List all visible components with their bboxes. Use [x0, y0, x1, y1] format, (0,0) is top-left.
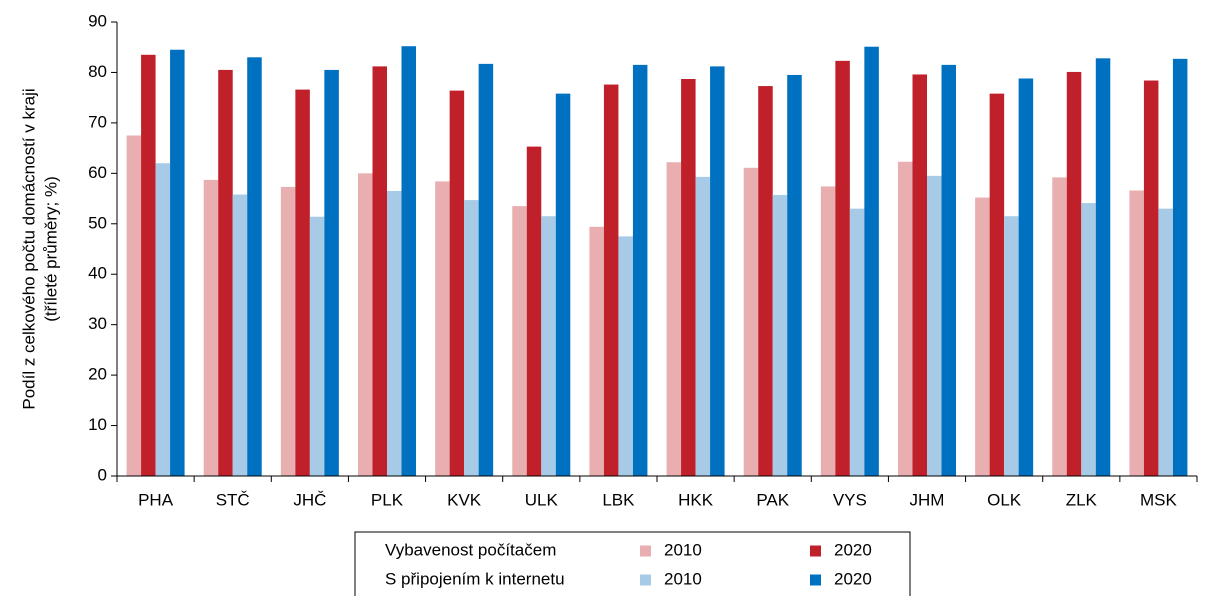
- legend-row-label: Vybavenost počítačem: [385, 540, 556, 559]
- x-tick-label: MSK: [1140, 490, 1178, 509]
- y-tick-label: 0: [98, 465, 107, 484]
- y-tick-label: 30: [88, 314, 107, 333]
- legend-swatch: [640, 545, 651, 557]
- legend-label: 2010: [664, 569, 702, 588]
- x-tick-label: OLK: [987, 490, 1022, 509]
- bar: [280, 186, 296, 476]
- bar: [555, 93, 571, 477]
- legend-label: 2020: [834, 540, 872, 559]
- bar: [1172, 58, 1188, 477]
- bar: [1158, 208, 1173, 476]
- y-tick-label: 50: [88, 213, 107, 232]
- bar: [387, 190, 402, 476]
- bar: [710, 66, 725, 476]
- x-tick-label: LBK: [602, 490, 635, 509]
- y-tick-label: 80: [88, 62, 107, 81]
- bar: [295, 89, 310, 477]
- bar: [309, 216, 325, 476]
- bar: [1143, 80, 1159, 476]
- bar: [1095, 58, 1111, 476]
- bar: [589, 226, 604, 476]
- legend-label: 2010: [664, 540, 702, 559]
- bar: [632, 64, 648, 476]
- bar: [603, 84, 619, 476]
- legend-swatch: [810, 545, 821, 557]
- y-tick-label: 40: [88, 264, 107, 283]
- bar: [203, 179, 219, 476]
- bar: [512, 206, 527, 476]
- bar: [155, 163, 171, 476]
- bar: [141, 54, 156, 477]
- bar: [372, 66, 387, 476]
- bar: [478, 63, 494, 476]
- bar: [449, 90, 465, 477]
- bar: [864, 46, 879, 477]
- legend-swatch: [810, 574, 821, 586]
- x-tick-label: ULK: [525, 490, 559, 509]
- bar: [941, 64, 956, 476]
- bar: [464, 200, 479, 476]
- bar: [1004, 216, 1019, 476]
- bar: [324, 69, 339, 476]
- bar: [1018, 78, 1034, 477]
- bar: [1066, 71, 1082, 476]
- bar: [1129, 190, 1144, 477]
- legend-label: 2020: [834, 569, 872, 588]
- x-tick-label: PHA: [138, 490, 174, 509]
- x-tick-label: JHM: [910, 490, 945, 509]
- bar: [787, 74, 802, 476]
- bar: [989, 93, 1005, 477]
- bar: [541, 216, 556, 476]
- bar: [820, 186, 836, 476]
- bar: [247, 57, 262, 477]
- bar: [170, 49, 185, 476]
- bar: [898, 161, 913, 476]
- bar: [927, 175, 942, 476]
- bar: [401, 46, 416, 477]
- x-tick-label: STČ: [216, 490, 250, 509]
- y-axis-label-line: Podíl z celkového počtu domácností v kra…: [19, 88, 38, 409]
- bar: [126, 135, 142, 476]
- x-tick-label: VYS: [833, 490, 867, 509]
- y-tick-label: 20: [88, 365, 107, 384]
- legend-swatch: [640, 574, 651, 586]
- y-axis-label-line: (tříleté průměry; %): [41, 176, 60, 321]
- legend-row-label: S připojením k internetu: [385, 569, 565, 588]
- bar: [666, 162, 682, 477]
- bar: [835, 60, 850, 476]
- x-tick-label: HKK: [678, 490, 714, 509]
- bar: [681, 79, 696, 476]
- bar: [912, 74, 927, 476]
- x-tick-label: PAK: [756, 490, 789, 509]
- bar: [618, 236, 633, 476]
- x-tick-label: JHČ: [293, 490, 326, 509]
- bar: [849, 208, 865, 476]
- bar: [743, 167, 759, 477]
- x-tick-label: ZLK: [1066, 490, 1098, 509]
- bar: [1081, 203, 1096, 476]
- bar: [975, 197, 990, 476]
- bar: [435, 181, 450, 476]
- y-tick-label: 10: [88, 415, 107, 434]
- bar: [232, 194, 248, 476]
- bar: [1052, 177, 1067, 476]
- x-tick-label: PLK: [371, 490, 404, 509]
- y-tick-label: 60: [88, 163, 107, 182]
- bar: [358, 173, 373, 477]
- bar: [772, 195, 788, 476]
- y-axis-label: Podíl z celkového počtu domácností v kra…: [19, 88, 60, 409]
- y-tick-label: 70: [88, 112, 107, 131]
- bar: [758, 86, 773, 476]
- bar: [526, 146, 542, 476]
- x-tick-label: KVK: [447, 490, 482, 509]
- bar: [218, 69, 233, 476]
- bar: [695, 176, 711, 476]
- y-tick-label: 90: [88, 11, 107, 30]
